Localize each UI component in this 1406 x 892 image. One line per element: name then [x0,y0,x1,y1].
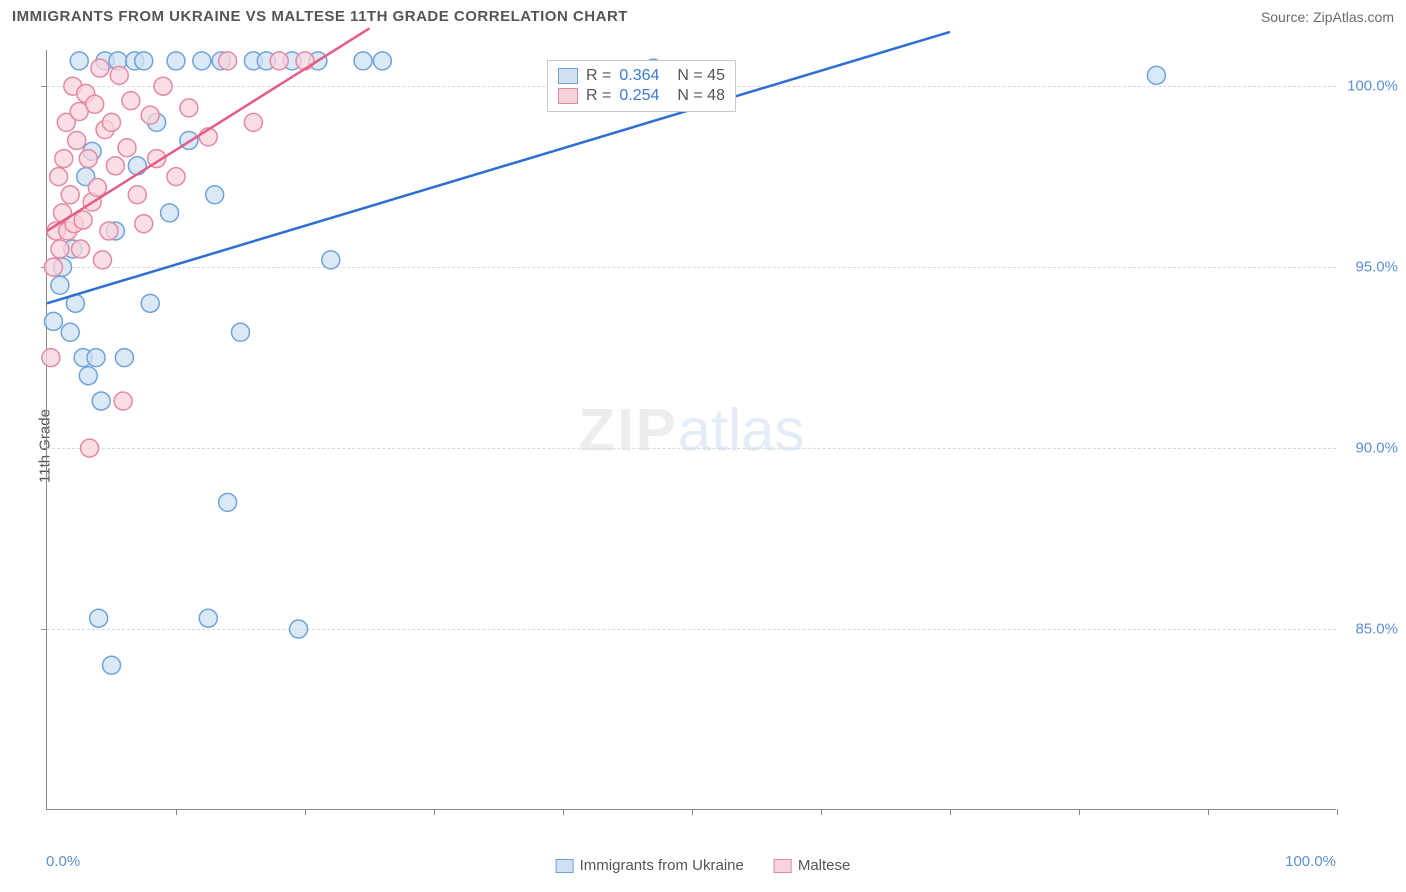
y-tick-label: 85.0% [1355,621,1398,638]
r-value: 0.254 [619,87,659,105]
y-tick-label: 100.0% [1347,78,1398,95]
scatter-point [44,312,62,330]
stats-legend-row: R = 0.254 N = 48 [558,87,725,105]
x-tick [692,809,693,815]
scatter-point [135,52,153,70]
scatter-point [68,131,86,149]
scatter-point [44,258,62,276]
scatter-point [115,349,133,367]
scatter-point [154,77,172,95]
scatter-point [42,349,60,367]
scatter-point [141,106,159,124]
source-value: ZipAtlas.com [1313,9,1394,25]
x-tick [1337,809,1338,815]
scatter-point [354,52,372,70]
scatter-point [103,656,121,674]
scatter-point [296,52,314,70]
legend-label: Maltese [798,857,851,874]
scatter-point [373,52,391,70]
scatter-point [135,215,153,233]
r-label: R = [586,87,611,105]
scatter-point [51,276,69,294]
scatter-point [322,251,340,269]
trend-line [47,32,950,303]
scatter-point [79,367,97,385]
legend-swatch [774,859,792,873]
source-prefix: Source: [1261,9,1313,25]
chart-source: Source: ZipAtlas.com [1261,9,1394,25]
legend-label: Immigrants from Ukraine [580,857,744,874]
chart-title: IMMIGRANTS FROM UKRAINE VS MALTESE 11TH … [12,8,628,25]
scatter-point [167,52,185,70]
scatter-point [114,392,132,410]
scatter-point [219,52,237,70]
scatter-point [199,609,217,627]
scatter-point [55,150,73,168]
scatter-point [92,392,110,410]
scatter-point [88,179,106,197]
x-tick [1079,809,1080,815]
scatter-point [193,52,211,70]
n-label: N = 45 [677,67,725,85]
scatter-point [128,186,146,204]
x-tick [176,809,177,815]
scatter-point [106,157,124,175]
scatter-point [79,150,97,168]
plot-area: 85.0%90.0%95.0%100.0% ZIPatlas R =0.364N… [46,50,1336,810]
stats-legend-row: R = 0.364 N = 45 [558,67,725,85]
series-legend: Immigrants from Ukraine Maltese [556,857,851,874]
x-axis-max-label: 100.0% [1285,853,1336,870]
scatter-point [180,99,198,117]
r-label: R = [586,67,611,85]
scatter-point [90,609,108,627]
x-tick [305,809,306,815]
scatter-svg [47,50,1336,809]
y-tick-label: 95.0% [1355,259,1398,276]
x-axis-min-label: 0.0% [46,853,80,870]
scatter-point [61,186,79,204]
scatter-point [161,204,179,222]
scatter-point [1147,66,1165,84]
n-label: N = 48 [677,87,725,105]
scatter-point [232,323,250,341]
scatter-point [219,493,237,511]
scatter-point [122,92,140,110]
scatter-point [118,139,136,157]
legend-swatch [556,859,574,873]
scatter-point [86,95,104,113]
scatter-point [70,52,88,70]
r-value: 0.364 [619,67,659,85]
scatter-point [128,157,146,175]
scatter-point [50,168,68,186]
x-tick [563,809,564,815]
x-tick [434,809,435,815]
x-tick [821,809,822,815]
x-tick [950,809,951,815]
scatter-point [206,186,224,204]
scatter-point [167,168,185,186]
scatter-point [91,59,109,77]
stats-legend: R = 0.364 N = 45 R = 0.254 N = 48 [547,60,736,112]
scatter-point [290,620,308,638]
scatter-point [61,323,79,341]
scatter-point [103,113,121,131]
scatter-point [51,240,69,258]
chart-header: IMMIGRANTS FROM UKRAINE VS MALTESE 11TH … [0,0,1406,29]
scatter-point [244,113,262,131]
scatter-point [141,294,159,312]
legend-swatch [558,68,578,84]
x-tick [1208,809,1209,815]
scatter-point [87,349,105,367]
legend-swatch [558,88,578,104]
legend-item: Immigrants from Ukraine [556,857,744,874]
scatter-point [100,222,118,240]
scatter-point [74,211,92,229]
legend-item: Maltese [774,857,851,874]
scatter-point [110,66,128,84]
y-tick-label: 90.0% [1355,440,1398,457]
scatter-point [270,52,288,70]
scatter-point [93,251,111,269]
scatter-point [81,439,99,457]
scatter-point [72,240,90,258]
